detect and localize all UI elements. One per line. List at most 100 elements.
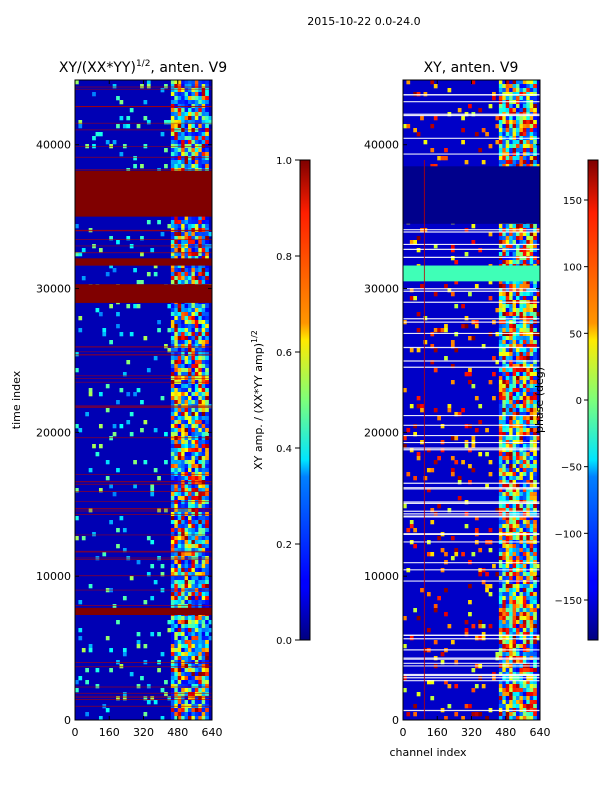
- heat-cell-A: [191, 168, 196, 173]
- heat-cell-A: [170, 436, 175, 441]
- heat-cell-A: [177, 596, 182, 601]
- heat-cell-B: [498, 336, 503, 341]
- heat-cell-A: [201, 708, 206, 713]
- heat-cell-B: [498, 328, 503, 333]
- heat-cell-A: [198, 340, 203, 345]
- heat-cell-A: [181, 216, 185, 221]
- heat-cell-B: [512, 516, 517, 521]
- heat-cell-A: [109, 340, 113, 345]
- heat-cell-A: [184, 256, 189, 261]
- heat-cell-A: [177, 444, 182, 449]
- heat-cell-A: [201, 652, 206, 657]
- heat-cell-B: [509, 400, 513, 405]
- heat-cell-A: [201, 152, 206, 157]
- heat-cell-A: [201, 500, 206, 505]
- heat-cell-A: [181, 224, 185, 229]
- heat-cell-B: [481, 632, 486, 637]
- heat-cell-A: [133, 392, 137, 397]
- heat-cell-B: [533, 652, 537, 657]
- heat-cell-A: [146, 120, 151, 125]
- heat-cell-B: [529, 404, 534, 409]
- heat-cell-A: [188, 220, 192, 225]
- heat-cell-A: [170, 400, 175, 405]
- heat-cell-B: [502, 160, 507, 165]
- heat-cell-A: [201, 540, 206, 545]
- heat-cell-B: [519, 80, 524, 85]
- heat-cell-A: [205, 628, 209, 633]
- heat-cell-A: [181, 148, 185, 153]
- heat-cell-B: [509, 476, 513, 481]
- heat-cell-B: [468, 600, 472, 605]
- heat-cell-A: [188, 564, 192, 569]
- heat-cell-A: [198, 108, 203, 113]
- heat-cell-A: [194, 408, 199, 413]
- heat-cell-B: [505, 556, 510, 561]
- heat-cell-B: [505, 252, 510, 257]
- heat-cell-A: [198, 712, 203, 717]
- heat-cell-B: [533, 592, 537, 597]
- heat-cell-B: [522, 580, 527, 585]
- heat-cell-A: [174, 520, 179, 525]
- heat-cell-B: [502, 472, 507, 477]
- heat-cell-B: [516, 88, 520, 93]
- heat-cell-B: [519, 156, 524, 161]
- heat-cell-A: [191, 568, 196, 573]
- heat-cell-B: [505, 144, 510, 149]
- heat-cell-A: [174, 136, 179, 141]
- heat-cell-B: [433, 604, 438, 609]
- heat-cell-B: [512, 480, 517, 485]
- heat-cell-A: [170, 96, 175, 101]
- heat-cell-B: [516, 460, 520, 465]
- heat-cell-B: [519, 628, 524, 633]
- heat-cell-B: [426, 468, 431, 473]
- heat-cell-B: [505, 380, 510, 385]
- heat-cell-A: [78, 676, 83, 681]
- heat-cell-B: [526, 456, 531, 461]
- heat-cell-B: [533, 516, 537, 521]
- heat-cell-A: [201, 676, 206, 681]
- heat-cell-A: [181, 360, 185, 365]
- heat-cell-A: [198, 220, 203, 225]
- heat-cell-A: [170, 456, 175, 461]
- heat-cell-A: [181, 312, 185, 317]
- heat-cell-A: [157, 320, 161, 325]
- heat-cell-B: [403, 444, 407, 449]
- heat-cell-B: [447, 404, 452, 409]
- heat-cell-B: [522, 160, 527, 165]
- heat-cell-A: [181, 400, 185, 405]
- cb-b-tick-label-4: −50: [561, 463, 582, 474]
- heat-cell-A: [174, 428, 179, 433]
- heat-cell-B: [526, 620, 531, 625]
- heat-cell-A: [194, 416, 199, 421]
- heat-cell-B: [509, 404, 513, 409]
- heat-cell-A: [191, 420, 196, 425]
- heat-cell-A: [174, 452, 179, 457]
- heat-cell-A: [188, 440, 192, 445]
- heat-cell-A: [181, 492, 185, 497]
- heat-cell-A: [194, 440, 199, 445]
- heat-cell-B: [533, 620, 537, 625]
- heat-cell-A: [177, 424, 182, 429]
- heat-cell-B: [533, 416, 537, 421]
- heat-cell-A: [201, 628, 206, 633]
- low-phase-band-0: [403, 166, 540, 224]
- heat-cell-B: [492, 356, 496, 361]
- heat-cell-B: [522, 476, 527, 481]
- heat-cell-B: [522, 504, 527, 509]
- heat-cell-A: [205, 408, 209, 413]
- heat-cell-B: [516, 544, 520, 549]
- heat-cell-A: [184, 332, 189, 337]
- heat-cell-B: [522, 304, 527, 309]
- heat-cell-A: [150, 596, 155, 601]
- heat-cell-A: [174, 84, 179, 89]
- heat-cell-B: [529, 572, 534, 577]
- heat-cell-A: [198, 464, 203, 469]
- heat-cell-A: [75, 688, 79, 693]
- heat-cell-B: [533, 164, 537, 169]
- heat-cell-A: [188, 320, 192, 325]
- heat-cell-B: [505, 364, 510, 369]
- heat-cell-B: [502, 376, 507, 381]
- heat-cell-B: [533, 644, 537, 649]
- heat-cell-A: [188, 596, 192, 601]
- heat-cell-A: [174, 412, 179, 417]
